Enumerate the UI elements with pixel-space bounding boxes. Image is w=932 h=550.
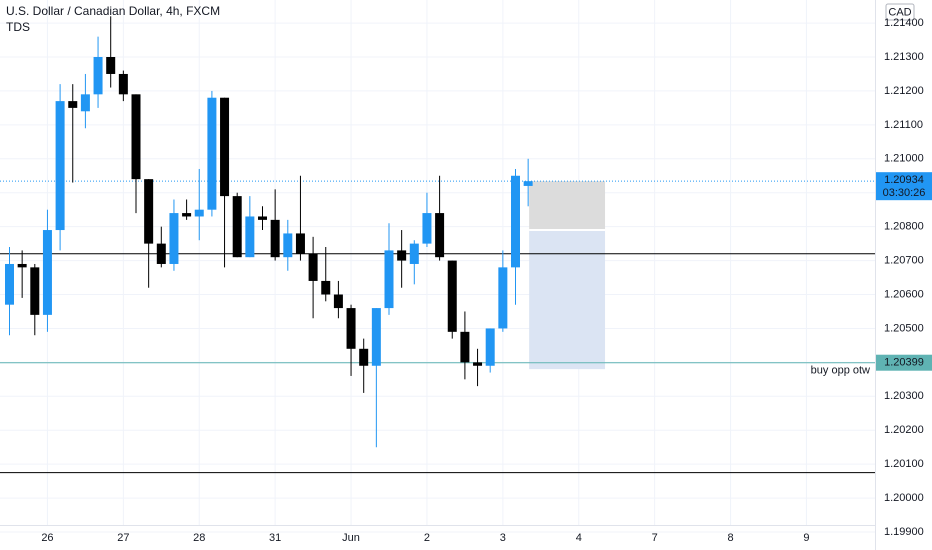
candle-body — [435, 213, 445, 258]
y-tick-label: 1.20600 — [884, 288, 924, 300]
candle-body — [295, 233, 305, 254]
x-tick-label: 2 — [424, 532, 430, 544]
line-annotation: buy opp otw — [811, 365, 870, 377]
candle-body — [460, 331, 470, 363]
candle-body — [118, 73, 128, 95]
candle-body — [511, 175, 520, 268]
y-tick-label: 1.20200 — [884, 424, 924, 436]
candle-body — [42, 230, 52, 315]
plot — [0, 0, 875, 533]
candle-body — [498, 267, 508, 329]
candle-body — [397, 250, 407, 261]
currency: CAD — [888, 6, 911, 18]
candle-body — [422, 213, 432, 244]
candle-body — [80, 94, 90, 112]
candle-body — [270, 219, 280, 258]
y-tick-label: 1.21200 — [884, 85, 924, 97]
candle-body — [182, 213, 192, 217]
candle-body — [220, 97, 230, 197]
y-tick-label: 1.20000 — [884, 492, 924, 504]
y-tick-label: 1.20100 — [884, 458, 924, 470]
candle-body — [447, 260, 457, 332]
y-tick-label: 1.21100 — [884, 119, 923, 131]
x-tick-label: 4 — [576, 532, 582, 544]
candle-body — [308, 253, 318, 281]
x-tick-label: 28 — [193, 532, 205, 544]
x-tick-label: 27 — [117, 532, 129, 544]
candle-body — [169, 213, 179, 264]
candle-body — [473, 362, 483, 366]
indicator-name: TDS — [6, 20, 30, 34]
candle-body — [283, 233, 293, 258]
price-badge-label: 1.20399 — [884, 357, 924, 369]
x-tick-label: Jun — [342, 532, 360, 544]
y-tick-label: 1.20500 — [884, 322, 924, 334]
candle-body — [131, 94, 141, 180]
candle-body — [333, 294, 343, 309]
y-tick-label: 1.21400 — [884, 17, 924, 29]
y-tick-label: 1.19900 — [884, 526, 924, 538]
candle-body — [55, 101, 65, 231]
candle-body — [5, 263, 14, 305]
x-tick-label: 7 — [652, 532, 658, 544]
x-tick-label: 8 — [727, 532, 733, 544]
y-tick-label: 1.20800 — [884, 221, 924, 233]
countdown: 03:30:26 — [883, 187, 926, 199]
currency-box[interactable] — [885, 3, 915, 21]
candle-body — [384, 250, 394, 309]
candle-body — [232, 196, 242, 258]
candle-body — [156, 243, 166, 264]
candle-body — [245, 216, 255, 258]
candle-body — [68, 101, 78, 108]
y-tick-label: 1.21300 — [884, 51, 924, 63]
candle-body — [17, 263, 27, 268]
candle-body — [523, 181, 533, 186]
candle-body — [93, 57, 103, 95]
candle-body — [321, 280, 331, 295]
x-tick-label: 26 — [41, 532, 53, 544]
x-tick-label: 9 — [803, 532, 809, 544]
x-tick-label: 3 — [500, 532, 506, 544]
chart-title: U.S. Dollar / Canadian Dollar, 4h, FXCM — [6, 4, 220, 18]
candle-body — [371, 308, 381, 366]
last-price-badge — [876, 172, 932, 201]
candle-body — [359, 348, 369, 366]
candle-body — [106, 57, 116, 74]
candle-body — [207, 97, 217, 210]
position-upper — [529, 181, 606, 231]
candle-body — [258, 216, 267, 220]
y-tick-label: 1.21000 — [884, 153, 924, 165]
y-tick-label: 1.20300 — [884, 390, 924, 402]
candle-body — [409, 243, 419, 264]
candle-body — [194, 209, 204, 217]
candle-body — [144, 179, 154, 244]
candle-body — [485, 328, 495, 366]
position-lower — [529, 230, 606, 370]
x-tick-label: 31 — [269, 532, 281, 544]
y-tick-label: 1.20700 — [884, 254, 924, 266]
last-price-label: 1.20934 — [884, 174, 924, 186]
candle-body — [346, 308, 356, 349]
price-badge — [876, 354, 932, 371]
candle-body — [30, 267, 40, 315]
